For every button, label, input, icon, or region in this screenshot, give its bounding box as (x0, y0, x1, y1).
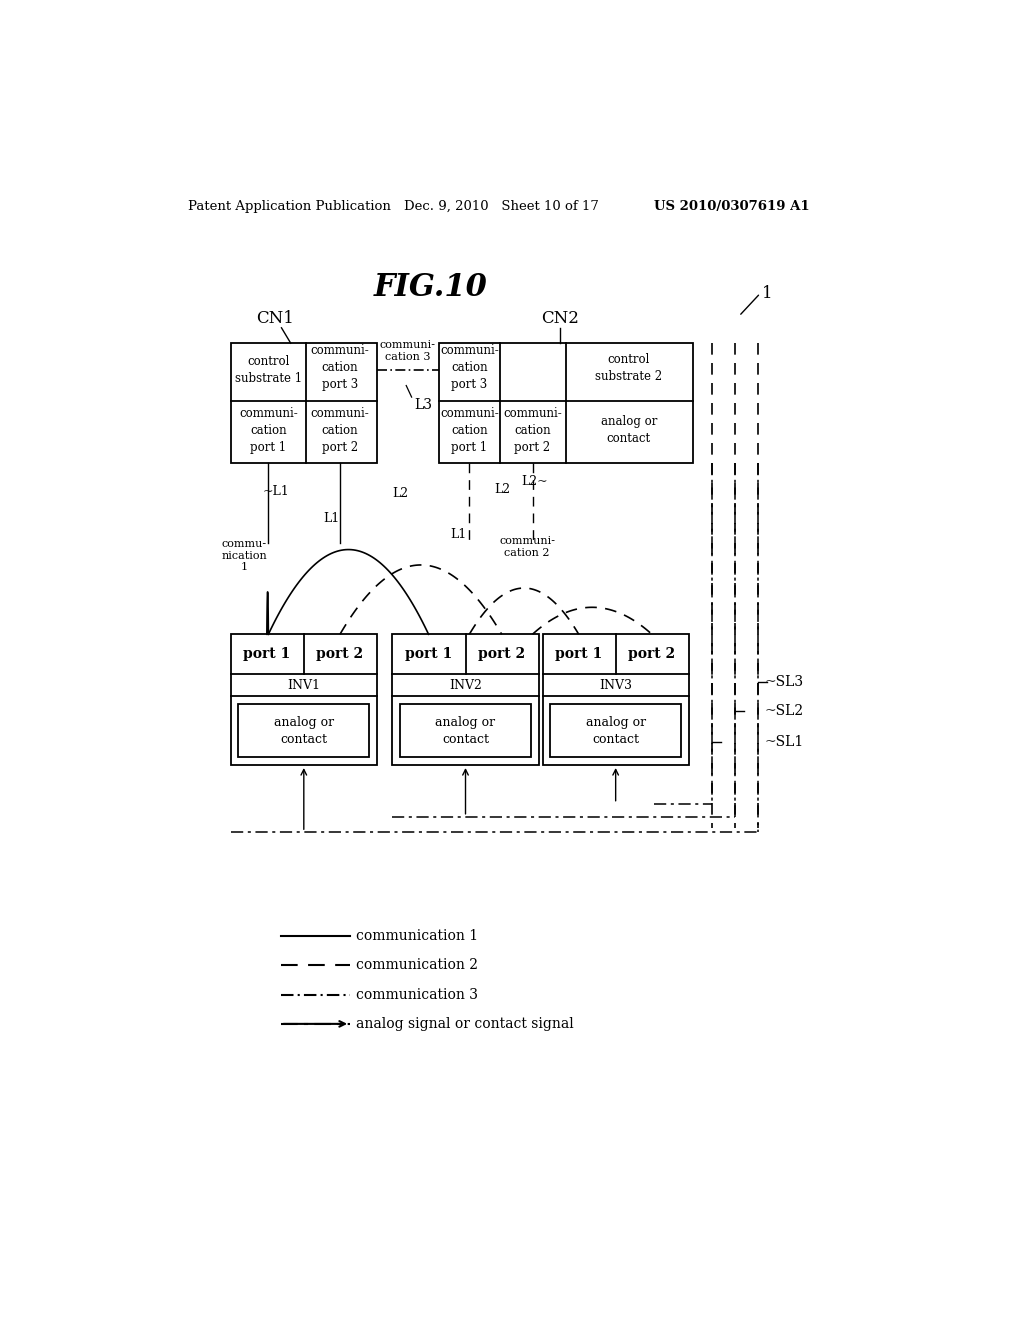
Text: control
substrate 2: control substrate 2 (595, 352, 663, 383)
Text: port 2: port 2 (316, 647, 364, 661)
Bar (392, 635, 539, 766)
Text: port 2: port 2 (629, 647, 676, 661)
Text: L2~: L2~ (521, 475, 548, 488)
Text: Patent Application Publication: Patent Application Publication (188, 199, 391, 213)
Text: 1: 1 (762, 285, 772, 302)
Text: port 1: port 1 (244, 647, 291, 661)
Text: port 1: port 1 (555, 647, 602, 661)
Text: analog or
contact: analog or contact (600, 416, 657, 445)
Text: Dec. 9, 2010   Sheet 10 of 17: Dec. 9, 2010 Sheet 10 of 17 (403, 199, 599, 213)
Text: ~SL2: ~SL2 (764, 705, 804, 718)
Text: analog signal or contact signal: analog signal or contact signal (356, 1016, 573, 1031)
Text: communication 1: communication 1 (356, 929, 478, 942)
Text: ~SL1: ~SL1 (764, 735, 804, 748)
Text: FIG.10: FIG.10 (374, 272, 487, 304)
Text: port 2: port 2 (478, 647, 525, 661)
Text: port 1: port 1 (404, 647, 453, 661)
Text: communication 3: communication 3 (356, 987, 478, 1002)
Text: analog or
contact: analog or contact (273, 715, 334, 746)
Text: control
substrate 1: control substrate 1 (234, 355, 302, 385)
Text: communi-
cation
port 2: communi- cation port 2 (310, 407, 370, 454)
Bar (400, 704, 531, 758)
Text: communication 2: communication 2 (356, 958, 478, 973)
Text: communi-
cation
port 1: communi- cation port 1 (239, 407, 298, 454)
Text: L2: L2 (392, 487, 409, 500)
Text: L1: L1 (451, 528, 466, 541)
Bar (239, 704, 370, 758)
Text: INV1: INV1 (288, 678, 321, 692)
Bar (543, 635, 689, 766)
Text: INV2: INV2 (450, 678, 482, 692)
Text: INV3: INV3 (599, 678, 632, 692)
Text: communi-
cation 2: communi- cation 2 (499, 536, 555, 558)
Bar (550, 704, 681, 758)
Text: communi-
cation
port 1: communi- cation port 1 (440, 407, 499, 454)
Text: L1: L1 (323, 512, 339, 525)
Text: analog or
contact: analog or contact (435, 715, 496, 746)
Text: communi-
cation
port 3: communi- cation port 3 (440, 345, 499, 391)
Text: L2: L2 (494, 483, 510, 496)
Text: CN1: CN1 (256, 310, 294, 327)
Text: US 2010/0307619 A1: US 2010/0307619 A1 (654, 199, 810, 213)
Text: CN2: CN2 (542, 310, 580, 327)
Bar (230, 635, 377, 766)
Text: ~L1: ~L1 (263, 484, 290, 498)
Text: communi-
cation
port 3: communi- cation port 3 (310, 345, 370, 391)
Text: commu-
nication
1: commu- nication 1 (221, 539, 267, 573)
Bar (230, 343, 377, 462)
Bar (438, 343, 692, 462)
Text: analog or
contact: analog or contact (586, 715, 646, 746)
Text: communi-
cation
port 2: communi- cation port 2 (503, 407, 562, 454)
Text: L3: L3 (414, 397, 432, 412)
Text: communi-
cation 3: communi- cation 3 (380, 339, 436, 362)
Text: ~SL3: ~SL3 (764, 675, 804, 689)
